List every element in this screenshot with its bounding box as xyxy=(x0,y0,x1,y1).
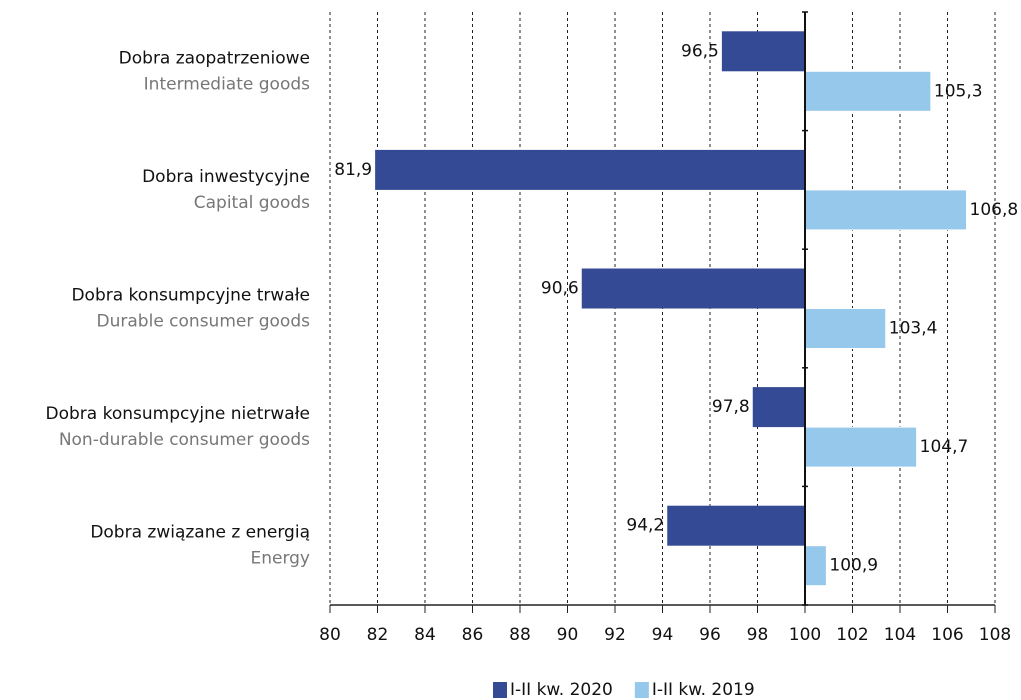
bar xyxy=(804,426,918,468)
bar xyxy=(804,70,932,112)
bar xyxy=(667,505,805,546)
category-label: Dobra inwestycyjne xyxy=(142,167,310,187)
value-label: 81,9 xyxy=(334,160,372,180)
x-tick-label: 82 xyxy=(367,625,389,645)
x-tick-label: 86 xyxy=(462,625,484,645)
x-tick-label: 88 xyxy=(509,625,531,645)
value-label: 100,9 xyxy=(829,556,878,576)
category-subtitle: Intermediate goods xyxy=(144,74,310,94)
x-tick-label: 96 xyxy=(699,625,721,645)
bar xyxy=(721,31,805,72)
value-label: 106,8 xyxy=(970,200,1019,220)
legend-label: I-II kw. 2020 xyxy=(510,680,613,700)
category-label: Dobra zaopatrzeniowe xyxy=(119,48,310,68)
bar xyxy=(804,545,827,587)
x-tick-label: 102 xyxy=(836,625,868,645)
x-tick-label: 104 xyxy=(884,625,916,645)
value-label: 103,4 xyxy=(889,319,938,339)
bar xyxy=(375,149,805,190)
bar xyxy=(752,387,805,428)
x-tick-label: 94 xyxy=(652,625,674,645)
bar xyxy=(804,308,887,349)
value-label: 94,2 xyxy=(626,516,664,536)
category-label: Dobra konsumpcyjne trwałe xyxy=(71,286,310,306)
category-subtitle: Capital goods xyxy=(194,193,310,213)
x-tick-label: 92 xyxy=(604,625,626,645)
value-label: 105,3 xyxy=(934,81,983,101)
value-label: 90,6 xyxy=(541,279,579,299)
category-subtitle: Energy xyxy=(250,549,310,569)
x-tick-label: 100 xyxy=(789,625,821,645)
category-label: Dobra związane z energią xyxy=(90,523,310,543)
x-tick-label: 84 xyxy=(414,625,436,645)
legend-swatch xyxy=(493,682,507,698)
category-subtitle: Non-durable consumer goods xyxy=(59,430,310,450)
category-subtitle: Durable consumer goods xyxy=(97,312,311,332)
x-tick-label: 106 xyxy=(931,625,963,645)
legend-label: I-II kw. 2019 xyxy=(652,680,755,700)
x-tick-label: 80 xyxy=(319,625,341,645)
x-tick-label: 90 xyxy=(557,625,579,645)
x-tick-label: 98 xyxy=(747,625,769,645)
value-label: 97,8 xyxy=(712,397,750,417)
value-label: 104,7 xyxy=(920,437,969,457)
bar xyxy=(581,268,805,309)
value-label: 96,5 xyxy=(681,41,719,61)
x-tick-label: 108 xyxy=(979,625,1011,645)
category-label: Dobra konsumpcyjne nietrwałe xyxy=(46,404,310,424)
legend-swatch xyxy=(634,682,649,698)
bar xyxy=(804,189,967,231)
